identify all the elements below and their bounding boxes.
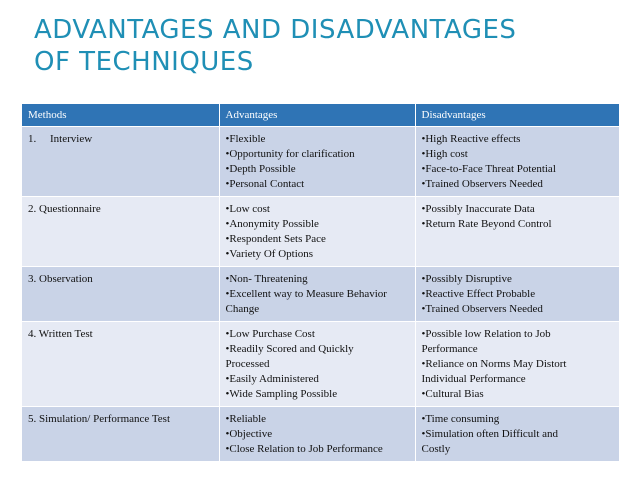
- disadvantages-cell: •Possibly Disruptive •Reactive Effect Pr…: [415, 266, 620, 322]
- disadvantages-cell: •High Reactive effects •High cost •Face-…: [415, 126, 620, 197]
- disadvantage-item: Costly: [421, 443, 451, 455]
- disadvantage-item: •Time consuming: [421, 413, 500, 425]
- disadvantage-item: •Possible low Relation to Job: [421, 328, 551, 340]
- disadvantage-item: •Reliance on Norms May Distort: [421, 358, 567, 370]
- disadvantage-item: •Cultural Bias: [421, 388, 484, 400]
- advantage-item: •Low cost: [225, 203, 270, 215]
- advantage-item: •Close Relation to Job Performance: [225, 443, 383, 455]
- disadvantage-item: •Face-to-Face Threat Potential: [421, 163, 556, 175]
- table-row: 3. Observation •Non- Threatening •Excell…: [22, 266, 620, 322]
- advantages-cell: •Non- Threatening •Excellent way to Meas…: [219, 266, 416, 322]
- advantages-cell: •Flexible •Opportunity for clarification…: [219, 126, 416, 197]
- method-name: 5. Simulation/ Performance Test: [28, 413, 171, 425]
- advantage-item: •Variety Of Options: [225, 248, 314, 260]
- disadvantage-item: •Return Rate Beyond Control: [421, 218, 552, 230]
- advantage-item: Change: [225, 303, 260, 315]
- header-methods: Methods: [22, 104, 220, 127]
- disadvantages-cell: •Possible low Relation to Job Performanc…: [415, 321, 620, 407]
- table-row: 4. Written Test •Low Purchase Cost •Read…: [22, 321, 620, 407]
- advantage-item: •Objective: [225, 428, 273, 440]
- method-cell: 4. Written Test: [22, 321, 220, 407]
- advantage-item: •Flexible: [225, 133, 266, 145]
- disadvantage-item: •Possibly Inaccurate Data: [421, 203, 535, 215]
- slide-title: Advantages and Disadvantages of Techniqu…: [34, 14, 624, 78]
- method-cell: 3. Observation: [22, 266, 220, 322]
- slide-title-line-2: of Techniques: [34, 47, 254, 77]
- advantage-item: •Reliable: [225, 413, 267, 425]
- advantages-cell: •Low Purchase Cost •Readily Scored and Q…: [219, 321, 416, 407]
- advantages-cell: •Low cost •Anonymity Possible •Responden…: [219, 196, 416, 267]
- disadvantage-item: •Trained Observers Needed: [421, 178, 543, 190]
- advantage-item: •Non- Threatening: [225, 273, 308, 285]
- advantage-item: •Excellent way to Measure Behavior: [225, 288, 387, 300]
- disadvantage-item: •High cost: [421, 148, 468, 160]
- header-disadvantages: Disadvantages: [415, 104, 620, 127]
- method-cell: 2. Questionnaire: [22, 196, 220, 267]
- method-name: 4. Written Test: [28, 328, 93, 340]
- advantage-item: •Respondent Sets Pace: [225, 233, 326, 245]
- table-row: 5. Simulation/ Performance Test •Reliabl…: [22, 406, 620, 461]
- method-name: 2. Questionnaire: [28, 203, 101, 215]
- method-cell: 5. Simulation/ Performance Test: [22, 406, 220, 461]
- methods-table-container: Methods Advantages Disadvantages 1. Inter…: [22, 104, 620, 461]
- advantage-item: •Opportunity for clarification: [225, 148, 355, 160]
- table-row: 2. Questionnaire •Low cost •Anonymity Po…: [22, 196, 620, 267]
- disadvantage-item: •Trained Observers Needed: [421, 303, 543, 315]
- advantage-item: •Wide Sampling Possible: [225, 388, 338, 400]
- advantage-item: •Easily Administered: [225, 373, 319, 385]
- disadvantages-cell: •Possibly Inaccurate Data •Return Rate B…: [415, 196, 620, 267]
- disadvantage-item: Individual Performance: [421, 373, 526, 385]
- table-row: 1. Interview •Flexible •Opportunity for c…: [22, 126, 620, 197]
- method-name: 3. Observation: [28, 273, 93, 285]
- advantage-item: •Low Purchase Cost: [225, 328, 315, 340]
- advantage-item: •Depth Possible: [225, 163, 296, 175]
- advantage-item: •Anonymity Possible: [225, 218, 319, 230]
- slide-title-line-1: Advantages and Disadvantages: [34, 15, 517, 45]
- advantages-cell: •Reliable •Objective •Close Relation to …: [219, 406, 416, 461]
- header-advantages: Advantages: [219, 104, 416, 127]
- disadvantage-item: •Reactive Effect Probable: [421, 288, 536, 300]
- method-number: 1.: [28, 133, 37, 145]
- disadvantages-cell: •Time consuming •Simulation often Diffic…: [415, 406, 620, 461]
- method-cell: 1. Interview: [22, 126, 220, 197]
- disadvantage-item: •Possibly Disruptive: [421, 273, 512, 285]
- advantage-item: •Readily Scored and Quickly: [225, 343, 354, 355]
- methods-table: Methods Advantages Disadvantages 1. Inter…: [22, 104, 620, 461]
- advantage-item: Processed: [225, 358, 270, 370]
- advantage-item: •Personal Contact: [225, 178, 305, 190]
- method-name: Interview: [50, 133, 93, 145]
- disadvantage-item: •High Reactive effects: [421, 133, 521, 145]
- disadvantage-item: •Simulation often Difficult and: [421, 428, 559, 440]
- table-header-row: Methods Advantages Disadvantages: [22, 104, 620, 127]
- disadvantage-item: Performance: [421, 343, 478, 355]
